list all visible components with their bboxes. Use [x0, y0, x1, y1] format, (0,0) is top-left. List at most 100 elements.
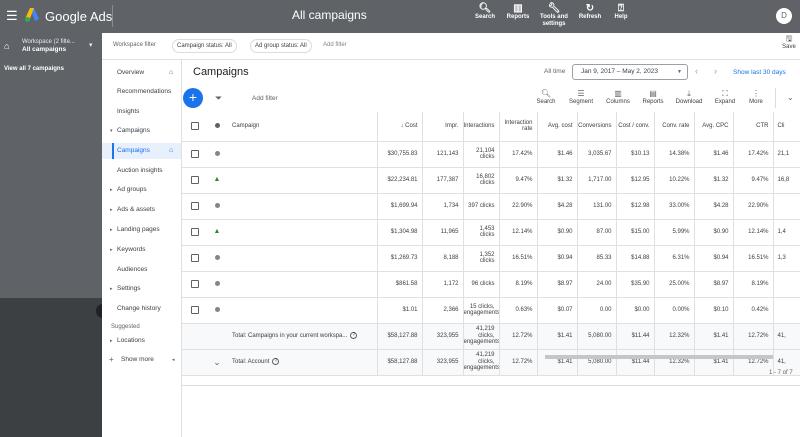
table-row[interactable]: $30,755.83 121,143 21,104 clicks 17.42% $1.4…	[182, 141, 800, 168]
add-filter-input[interactable]: Add filter	[252, 95, 278, 102]
chevron-right-icon: ▸	[110, 207, 113, 213]
row-checkbox[interactable]	[191, 202, 199, 210]
status-dot-icon	[214, 280, 220, 286]
cell-ctr: 12.14%	[732, 219, 773, 246]
cell-clicks	[772, 297, 800, 324]
nav-item-landing-pages[interactable]: ▸ Landing pages	[102, 222, 181, 238]
date-range-picker[interactable]: Jan 9, 2017 – May 2, 2023 ▼	[572, 64, 688, 80]
status-cell	[208, 297, 226, 324]
topnav-label: Refresh	[578, 14, 602, 20]
add-campaign-button[interactable]: +	[183, 88, 203, 108]
row-checkbox[interactable]	[191, 228, 199, 236]
column-header-conv-rate[interactable]: Conv. rate	[653, 112, 694, 142]
nav-item-campaigns[interactable]: Campaigns ⌂	[102, 143, 181, 159]
filter-icon[interactable]: ⏷	[215, 93, 223, 103]
row-checkbox[interactable]	[191, 176, 199, 184]
topnav-refresh[interactable]: ↻ Refresh	[576, 3, 604, 21]
tool-expand[interactable]: ⛶ Expand	[712, 89, 738, 107]
chevron-right-icon: ▸	[110, 227, 113, 233]
nav-item-change-history[interactable]: Change history	[102, 301, 181, 317]
row-checkbox[interactable]	[191, 150, 199, 158]
tool-reports[interactable]: ▤ Reports	[640, 89, 666, 107]
nav-item-ad-groups[interactable]: ▸ Ad groups	[102, 182, 181, 198]
topnav-reports[interactable]: ▥ Reports	[504, 3, 532, 21]
tool-more[interactable]: ⋮ More	[745, 89, 767, 107]
cell-avg-cost: $8.97	[536, 271, 577, 298]
filter-chip-ad-group-status[interactable]: Ad group status: All	[250, 39, 312, 53]
column-header-ctr[interactable]: CTR	[732, 112, 773, 142]
column-header-campaign[interactable]: Campaign	[226, 112, 377, 142]
view-all-campaigns-link[interactable]: View all 7 campaigns	[4, 66, 64, 72]
previous-period-icon[interactable]: ‹	[695, 66, 698, 76]
topnav-tools[interactable]: 🔧︎ Tools and settings	[538, 3, 570, 28]
save-button[interactable]: 🖫︎ Save	[781, 35, 797, 51]
column-header-cost[interactable]: ↓ Cost	[376, 112, 422, 142]
top-app-bar: ☰ Google Ads All campaigns 🔍︎ Search ▥ R…	[0, 0, 800, 33]
cell-interactions: 15 clicks, engagements	[462, 297, 499, 324]
nav-item-overview[interactable]: Overview ⌂	[102, 65, 181, 81]
tool-segment[interactable]: ☰ Segment	[567, 89, 595, 107]
row-checkbox[interactable]	[191, 280, 199, 288]
show-last-30-days-link[interactable]: Show last 30 days	[733, 69, 786, 76]
column-header-avg-cost[interactable]: Avg. cost	[536, 112, 577, 142]
row-checkbox[interactable]	[191, 306, 199, 314]
column-header-cost-conv[interactable]: Cost / conv.	[615, 112, 654, 142]
topnav-help[interactable]: ⍰ Help	[610, 3, 632, 21]
nav-item-ads-assets[interactable]: ▸ Ads & assets	[102, 202, 181, 218]
status-dot-icon	[214, 150, 220, 156]
nav-item-recommendations[interactable]: Recommendations	[102, 84, 181, 100]
cell-avg-cpc: $8.97	[693, 271, 733, 298]
column-header-label: Campaign	[232, 123, 260, 130]
table-row[interactable]: $1.01 2,366 15 clicks, engagements 0.63% $0.…	[182, 297, 800, 324]
column-header-conversions[interactable]: Conversions	[576, 112, 616, 142]
column-header-avg-cpc[interactable]: Avg. CPC	[693, 112, 733, 142]
add-workspace-filter[interactable]: Add filter	[323, 42, 347, 48]
column-header-interactions[interactable]: Interactions	[462, 112, 499, 142]
table-row[interactable]: ▲ $1,304.98 11,965 1,453 clicks 12.14% $0.90 8…	[182, 219, 800, 246]
tool-search[interactable]: 🔍︎ Search	[535, 89, 557, 107]
nav-item-audiences[interactable]: Audiences	[102, 262, 181, 278]
table-row[interactable]: $1,269.73 8,188 1,352 clicks 16.51% $0.94 85.…	[182, 245, 800, 272]
status-cell: ▲	[208, 167, 226, 194]
column-header-interaction-rate[interactable]: Interaction rate	[498, 112, 537, 142]
nav-item-label: Locations	[117, 337, 145, 344]
table-row[interactable]: $861.58 1,172 96 clicks 8.19% $8.97 24.00 $35.…	[182, 271, 800, 298]
nav-item-locations[interactable]: ▸ Locations	[102, 333, 181, 349]
nav-item-keywords[interactable]: ▸ Keywords	[102, 242, 181, 258]
next-period-icon[interactable]: ›	[714, 66, 717, 76]
avatar[interactable]: D	[776, 8, 792, 24]
tool-label: Expand	[714, 99, 736, 105]
row-checkbox-cell	[182, 245, 208, 272]
help-icon[interactable]: ?	[272, 358, 280, 366]
workspace-selector[interactable]: ⌂ Workspace (2 filte... All campaigns ▾	[0, 33, 102, 60]
help-icon[interactable]: ?	[350, 332, 358, 340]
select-all-checkbox[interactable]	[191, 122, 199, 131]
horizontal-scrollbar[interactable]	[545, 355, 773, 359]
menu-icon[interactable]: ☰	[6, 8, 18, 23]
row-checkbox[interactable]	[191, 254, 199, 262]
nav-item-campaigns-group[interactable]: ▾ Campaigns	[102, 123, 181, 139]
campaign-name-cell	[226, 193, 377, 220]
topnav-search[interactable]: 🔍︎ Search	[473, 3, 497, 21]
nav-item-settings[interactable]: ▸ Settings	[102, 281, 181, 297]
tool-columns[interactable]: ▥ Columns	[604, 89, 632, 107]
nav-item-label: Overview	[117, 69, 145, 76]
show-more-button[interactable]: + Show more ◂	[102, 352, 181, 368]
tool-download[interactable]: ⤓ Download	[674, 89, 704, 107]
page-title: Campaigns	[193, 66, 249, 78]
tool-label: Columns	[606, 99, 630, 105]
nav-item-insights[interactable]: Insights	[102, 104, 181, 120]
filter-chip-campaign-status[interactable]: Campaign status: All	[172, 39, 237, 53]
cell-interactions: 96 clicks	[462, 271, 499, 298]
caret-icon: ◂	[172, 357, 175, 363]
total-interactions: 41,219 clicks, engagements	[462, 323, 499, 350]
chevron-down-icon[interactable]: ⌄	[213, 356, 221, 367]
column-header-clicks[interactable]: Cli	[772, 112, 800, 142]
nav-item-auction-insights[interactable]: Auction insights	[102, 163, 181, 179]
table-row[interactable]: $1,699.94 1,734 397 clicks 22.90% $4.28 131.0…	[182, 193, 800, 220]
column-header-impr[interactable]: Impr.	[421, 112, 463, 142]
table-row[interactable]: ▲ $22,234.81 177,387 16,802 clicks 9.47% $1.3…	[182, 167, 800, 194]
download-icon: ⤓	[687, 89, 691, 98]
chevron-down-icon[interactable]: ⌄	[787, 93, 794, 102]
topnav-label: Tools and settings	[540, 14, 568, 27]
